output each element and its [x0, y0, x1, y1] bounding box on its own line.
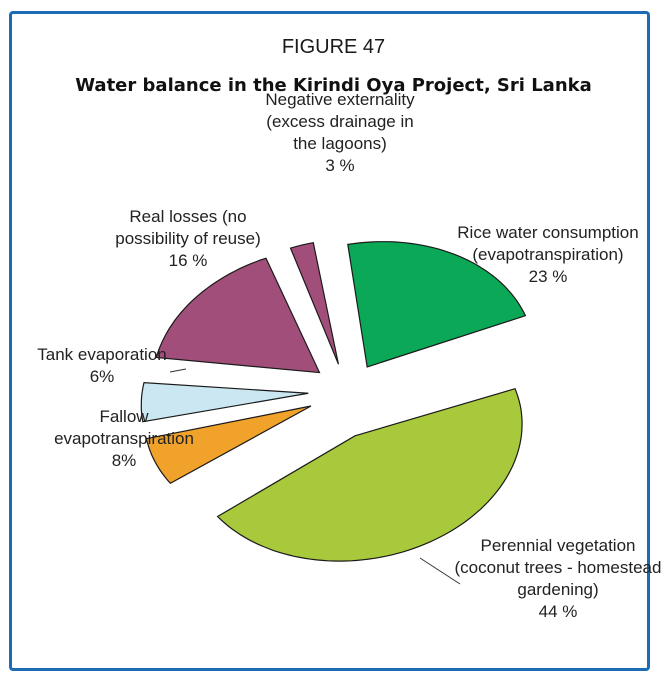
pie-slice — [145, 405, 312, 485]
slice-label: Rice water consumption (evapotranspiratio… — [457, 223, 638, 286]
slice-value-label: 16 % — [169, 251, 208, 270]
pie-slice — [289, 242, 340, 365]
slice-label: Tank evaporation 6% — [37, 345, 166, 386]
slice-label-line: (coconut trees - homestead — [455, 558, 662, 577]
pie-slice — [347, 241, 527, 368]
slice-value-label: 8% — [112, 451, 137, 470]
pie-slice — [155, 257, 321, 374]
slice-label-line: evapotranspiration — [54, 429, 194, 448]
slice-label-line: Tank evaporation — [37, 345, 166, 364]
slice-label: Real losses (no possibility of reuse) 16 % — [115, 207, 261, 270]
slice-label-line: gardening) — [517, 580, 598, 599]
leader-lines — [169, 368, 461, 585]
slice-label-line: Fallow — [99, 407, 149, 426]
slice-label-line: Perennial vegetation — [480, 536, 635, 555]
slice-value-label: 44 % — [539, 602, 578, 621]
leader-line — [419, 557, 461, 585]
pie-slice — [140, 381, 309, 423]
slice-label: Perennial vegetation (coconut trees - hom… — [455, 536, 662, 621]
slice-value-label: 23 % — [529, 267, 568, 286]
slice-label-line: the lagoons) — [293, 134, 387, 153]
slice-label-line: Negative externality — [265, 90, 415, 109]
slice-label-line: Real losses (no — [129, 207, 246, 226]
slice-value-label: 6% — [90, 367, 115, 386]
slice-label: Fallow evapotranspiration 8% — [54, 407, 194, 470]
slice-labels: Rice water consumption (evapotranspiratio… — [37, 90, 661, 621]
slice-label-line: Rice water consumption — [457, 223, 638, 242]
slice-label-line: (excess drainage in — [266, 112, 413, 131]
slice-label: Negative externality (excess drainage in t… — [265, 90, 415, 175]
pie-slice — [216, 387, 523, 562]
slice-value-label: 3 % — [325, 156, 354, 175]
figure-label: FIGURE 47 — [281, 36, 386, 58]
leader-line — [169, 368, 187, 373]
pie-slices — [140, 241, 527, 562]
slice-label-line: possibility of reuse) — [115, 229, 261, 248]
slice-label-line: (evapotranspiration) — [472, 245, 623, 264]
figure-title: Water balance in the Kirindi Oya Project… — [75, 75, 592, 96]
